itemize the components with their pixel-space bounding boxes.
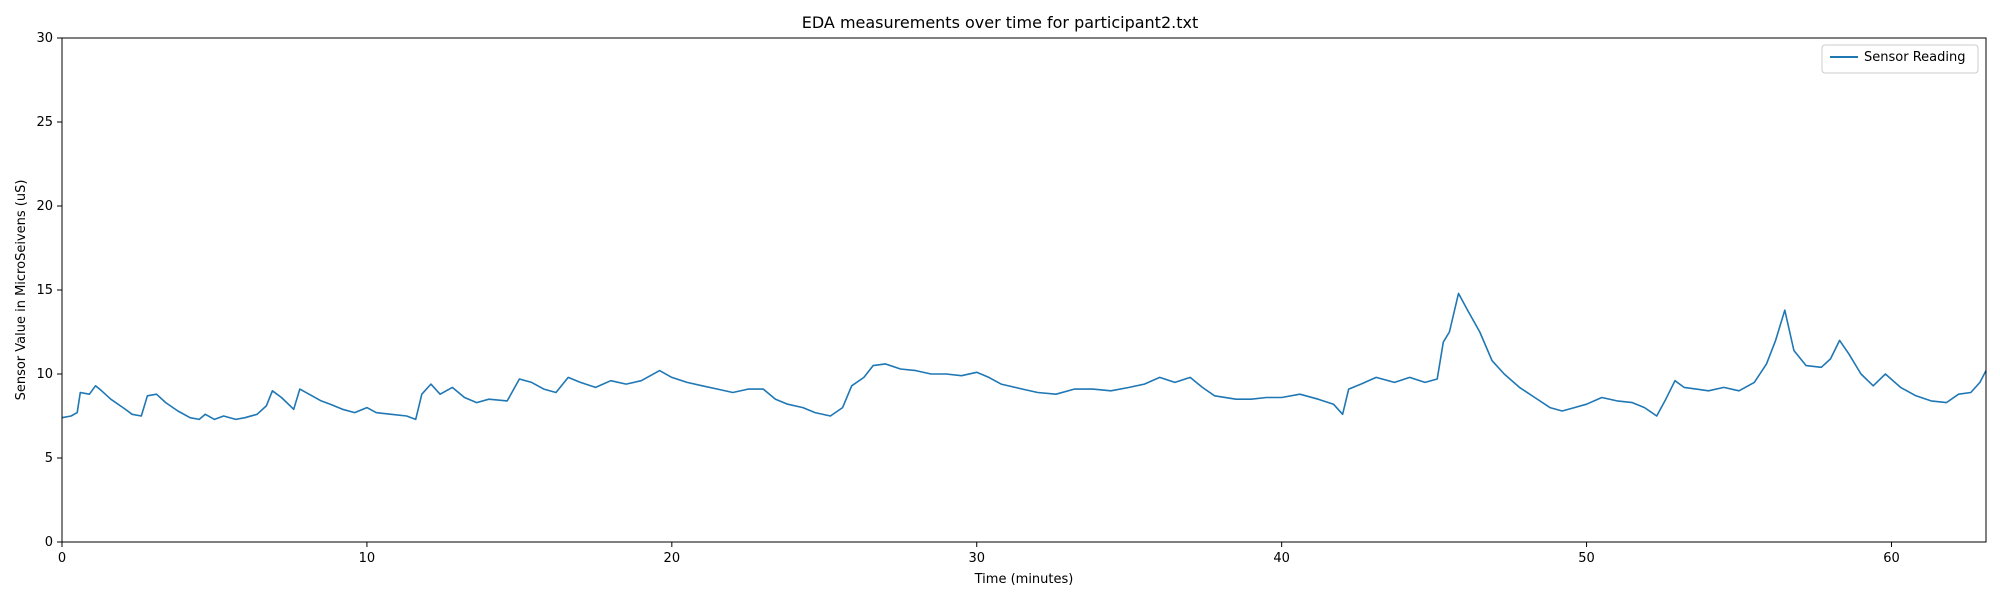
y-tick-label: 5 [45, 451, 53, 466]
x-tick-label: 50 [1578, 551, 1595, 566]
series-line-sensor-reading [61, 292, 1987, 421]
legend-label: Sensor Reading [1864, 50, 1965, 65]
y-tick-label: 10 [36, 367, 53, 382]
y-axis: 0 5 10 15 20 25 30 [36, 31, 62, 550]
y-tick-label: 15 [36, 283, 53, 298]
x-tick-label: 40 [1273, 551, 1290, 566]
y-tick-label: 30 [36, 31, 53, 46]
legend: Sensor Reading [1821, 44, 1979, 74]
x-tick-label: 30 [968, 551, 985, 566]
x-axis: 0 10 20 30 40 50 60 [58, 542, 1900, 566]
chart-title: EDA measurements over time for participa… [802, 13, 1198, 32]
y-tick-label: 25 [36, 115, 53, 130]
plot-frame [61, 37, 1987, 543]
x-tick-label: 20 [664, 551, 681, 566]
series-layer [61, 292, 1987, 421]
x-tick-label: 60 [1883, 551, 1900, 566]
y-tick-label: 0 [45, 535, 53, 550]
x-axis-label: Time (minutes) [974, 572, 1074, 587]
y-axis-label: Sensor Value in MicroSeivens (uS) [14, 180, 29, 401]
x-tick-label: 0 [58, 551, 66, 566]
legend-box [1821, 44, 1979, 74]
y-tick-label: 20 [36, 199, 53, 214]
plot-area [62, 38, 1986, 542]
x-tick-label: 10 [359, 551, 376, 566]
